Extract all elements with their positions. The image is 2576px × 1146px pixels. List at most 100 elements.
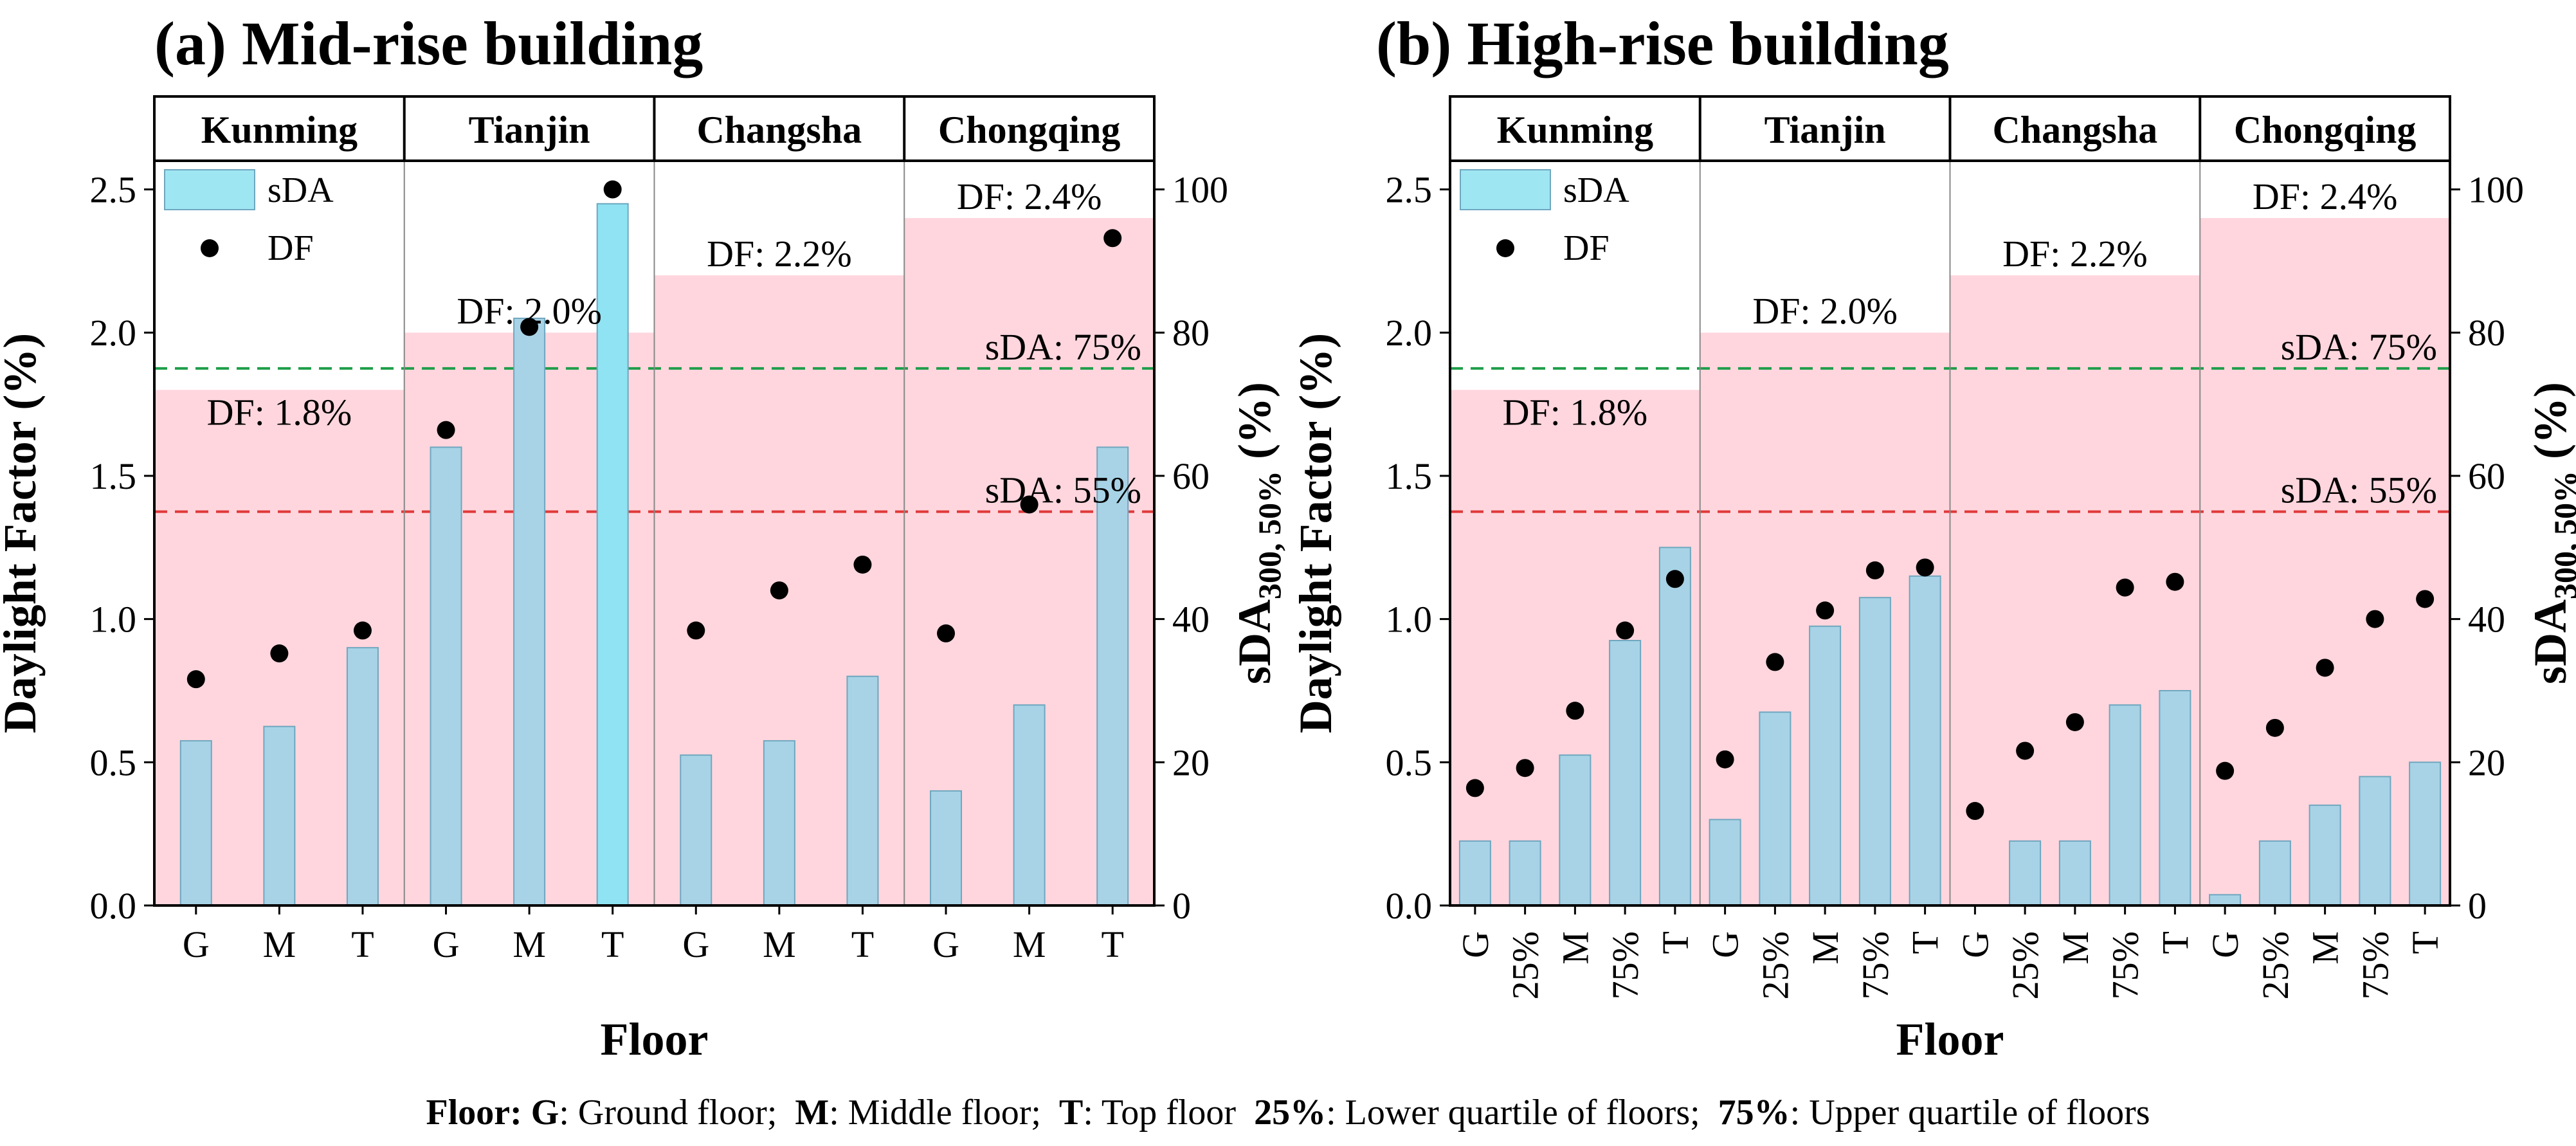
sda-bar [596,203,629,906]
x-tick-label: M [2305,931,2346,965]
sda-bar [2359,776,2391,906]
df-threshold-label: DF: 2.4% [957,176,1102,217]
y-right-tick-label: 20 [2468,741,2505,783]
y-left-tick-label: 0.0 [90,885,137,927]
x-tick-label: G [183,923,210,965]
y-right-axis-title: sDA300, 50% (%) [2525,382,2576,684]
x-tick-label: G [682,923,709,965]
x-tick-label: T [1905,931,1946,954]
x-tick-label: 25% [2004,931,2046,999]
region-label: Changsha [1992,109,2157,151]
y-left-tick-label: 0.5 [90,741,137,783]
df-point [1865,561,1884,579]
df-point [2166,572,2184,591]
caption-g-desc: : Ground floor; [559,1093,777,1132]
threshold-label: sDA: 55% [985,469,1141,511]
x-tick-label: G [932,923,959,965]
threshold-label: sDA: 75% [985,326,1141,368]
y-right-tick-label: 100 [2468,169,2524,211]
df-point [1103,229,1122,248]
df-threshold-label: DF: 2.0% [457,290,602,332]
df-point [1566,702,1584,720]
y-right-axis-title-unit: (%) [1229,382,1280,471]
df-threshold-label: DF: 2.2% [707,233,852,275]
df-point [1966,802,1984,821]
sda-bar [179,740,212,906]
df-point [770,581,788,600]
x-tick-label: T [351,923,374,965]
y-left-tick-label: 1.5 [90,455,137,497]
y-right-tick-label: 80 [2468,312,2505,354]
plot-frame [1449,159,2451,907]
df-point [270,644,289,663]
y-left-tick-label: 1.0 [90,599,137,641]
x-tick-label: M [1804,931,1846,965]
y-right-tick-label: 0 [2468,885,2487,927]
x-tick-label: G [1455,931,1496,958]
y-right-tick-label: 20 [1172,741,1210,783]
y-right-tick-label: 80 [1172,312,1210,354]
df-point [2065,713,2084,731]
sda-bar [2058,840,2091,906]
sda-bar [1809,625,1842,906]
region-label: Chongqing [2234,109,2416,151]
df-threshold-label: DF: 1.8% [1503,391,1648,433]
df-point [1516,759,1534,778]
x-tick-label: M [263,923,296,965]
caption-t-desc: : Top floor [1083,1093,1237,1132]
df-point [2316,659,2334,677]
caption-g-key: G [531,1093,559,1132]
figure-caption: Floor: G: Ground floor; M: Middle floor;… [0,1093,2576,1132]
y-right-tick-label: 60 [1172,455,1210,497]
legend-df-marker [1496,239,1514,257]
df-point [353,621,372,640]
df-threshold-zone [1950,275,2200,906]
df-point [853,555,872,574]
sda-bar [1458,840,1491,906]
region-label: Kunming [1497,109,1653,151]
x-tick-label: T [601,923,624,965]
sda-bar [513,317,546,906]
df-threshold-label: DF: 2.0% [1752,290,1898,332]
chart-title: (b) High-rise building [1376,9,1949,78]
caption-q1-desc: : Lower quartile of floors; [1326,1093,1700,1132]
legend-sda-label: sDA [1563,170,1629,210]
plot-frame [153,159,1156,907]
df-point [2116,578,2134,597]
caption-m-desc: : Middle floor; [829,1093,1041,1132]
sda-bar [346,647,379,907]
sda-bar [263,725,296,907]
sda-bar [1909,575,1941,906]
df-point [1665,570,1684,588]
sda-bar [2209,894,2242,907]
y-right-axis-title-sub: 300, 50% [1251,471,1287,599]
sda-bar [2159,689,2191,906]
sda-bar [1509,840,1541,906]
legend-sda-swatch [164,169,255,210]
caption-q1-key: 25% [1254,1093,1327,1132]
y-right-tick-label: 100 [1172,169,1228,211]
df-point [2416,590,2435,608]
df-point [186,670,205,689]
x-tick-label: M [763,923,796,965]
x-tick-label: T [2404,931,2446,954]
y-right-tick-label: 40 [1172,599,1210,641]
sda-bar [846,675,879,906]
y-left-tick-label: 0.5 [1386,741,1433,783]
x-tick-label: 75% [2354,931,2396,999]
df-point [1020,495,1039,514]
df-point [2016,741,2035,760]
x-tick-label: M [2054,931,2096,965]
x-tick-label: 75% [1604,931,1646,999]
y-left-axis-title: Daylight Factor (%) [1290,333,1341,734]
df-point [437,421,455,439]
x-tick-label: 25% [1754,931,1796,999]
x-tick-label: T [2154,931,2196,954]
caption-t-key: T [1059,1093,1084,1132]
y-right-axis-title-sub: 300, 50% [2547,471,2576,599]
x-tick-label: 25% [1505,931,1547,999]
x-tick-label: M [512,923,546,965]
x-tick-label: 25% [2254,931,2296,999]
x-tick-label: M [1013,923,1046,965]
